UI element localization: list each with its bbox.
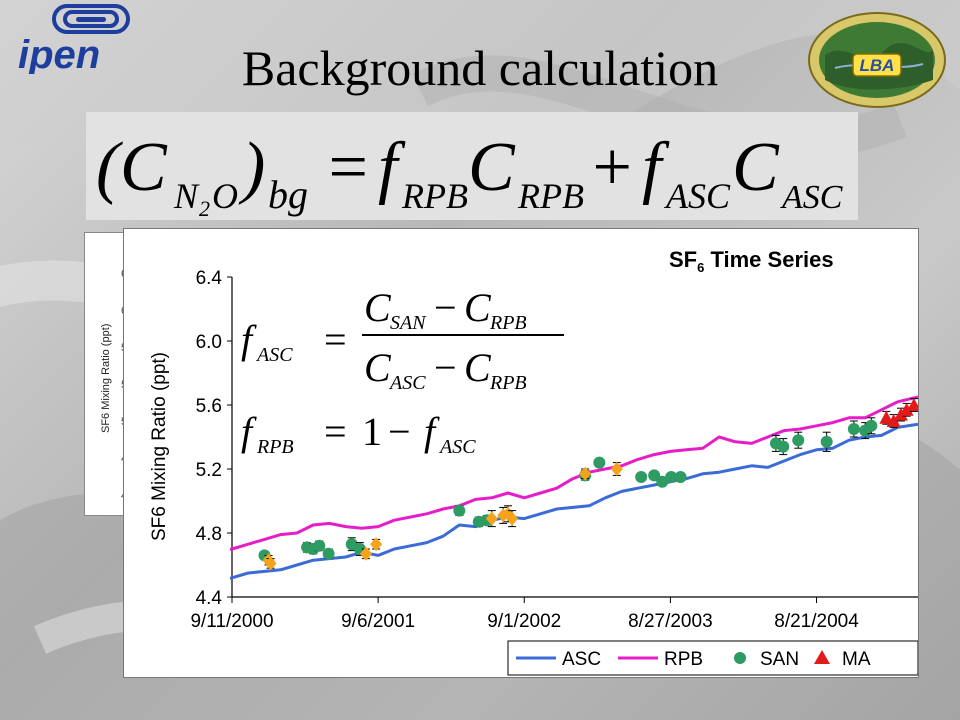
svg-text:−: − (434, 285, 457, 330)
point-san (674, 471, 687, 483)
svg-text:=: = (324, 129, 371, 206)
svg-text:ASC: ASC (438, 436, 476, 458)
point-alf (370, 537, 383, 552)
x-tick-label: 9/6/2001 (341, 611, 415, 632)
point-ma (886, 414, 901, 427)
svg-text:C: C (364, 345, 392, 390)
y-tick-label: 5.6 (196, 396, 222, 417)
svg-text:1: 1 (362, 409, 382, 454)
series-line-asc (230, 422, 918, 580)
sf6-time-series-chart: SF6 Time Series SF6 Mixing Ratio (ppt) 4… (149, 247, 918, 676)
svg-text:LBA: LBA (860, 56, 895, 75)
series-line-rpb (230, 395, 918, 551)
svg-text:): ) (238, 129, 265, 206)
point-ma (906, 398, 918, 411)
chart-series (230, 395, 918, 580)
legend-label-ma: MA (842, 649, 871, 670)
point-alf (264, 556, 277, 571)
f-asc-formula: f ASC = C SAN − C RPB C ASC − C RPB (241, 285, 564, 394)
slide-title: Background calculation (241, 40, 719, 96)
svg-text:2: 2 (199, 196, 210, 220)
point-san (665, 471, 678, 483)
svg-text:C: C (464, 345, 492, 390)
svg-text:RPB: RPB (489, 312, 527, 334)
x-tick-label: 9/1/2002 (487, 611, 561, 632)
point-san (593, 456, 606, 469)
svg-text:bg: bg (268, 172, 308, 217)
y-tick-label: 4.4 (196, 588, 223, 609)
svg-text:f: f (241, 317, 257, 362)
svg-text:−: − (388, 409, 411, 454)
svg-text:RPB: RPB (256, 436, 294, 458)
ipen-logo: ipen (18, 4, 130, 74)
point-san (777, 440, 790, 453)
chart-legend: ASC RPB SAN MA (507, 640, 918, 676)
svg-text:C: C (468, 129, 516, 206)
background-formula: ( C N 2 O ) bg = f RPB C RPB + f ASC C A… (86, 112, 858, 221)
plot-area (230, 395, 918, 580)
lba-logo: LBA (808, 12, 946, 108)
chart-title: SF6 Time Series (669, 247, 834, 275)
point-san (865, 419, 878, 432)
svg-text:ASC: ASC (780, 179, 843, 216)
x-tick-label: 9/11/2000 (190, 611, 273, 632)
y-tick-label: 6.0 (196, 332, 222, 353)
svg-text:ASC: ASC (255, 344, 293, 366)
svg-text:=: = (324, 409, 347, 454)
point-san (322, 547, 335, 560)
svg-text:(: ( (96, 129, 123, 206)
svg-text:C: C (732, 129, 780, 206)
point-san (847, 423, 860, 435)
point-san (656, 475, 669, 488)
y-tick-label: 5.2 (196, 460, 222, 481)
svg-text:C: C (364, 285, 392, 330)
legend-label-asc: ASC (562, 649, 601, 670)
svg-text:+: + (588, 129, 635, 206)
svg-text:f: f (424, 409, 440, 454)
x-tick-label: 8/27/2003 (628, 611, 713, 632)
svg-text:RPB: RPB (401, 176, 468, 216)
svg-text:−: − (434, 345, 457, 390)
svg-text:RPB: RPB (517, 176, 584, 216)
point-san (648, 469, 661, 482)
y-tick-label: 4.8 (196, 524, 222, 545)
svg-text:=: = (324, 317, 347, 362)
point-alf (359, 546, 372, 561)
svg-text:SF6 Time Series: SF6 Time Series (669, 247, 834, 275)
svg-text:RPB: RPB (489, 372, 527, 394)
point-ma (899, 402, 914, 416)
svg-text:f: f (241, 409, 257, 454)
legend-label-rpb: RPB (664, 649, 703, 670)
point-san (313, 539, 326, 552)
legend-swatch-ma (814, 650, 830, 664)
point-san (820, 435, 833, 448)
f-rpb-formula: f RPB = 1 − f ASC (241, 409, 476, 458)
back-chart-ylabel: SF6 Mixing Ratio (ppt) (100, 324, 112, 433)
svg-text:C: C (120, 129, 168, 206)
legend-box (507, 640, 918, 676)
legend-swatch-san (734, 652, 746, 664)
point-san (792, 434, 805, 447)
y-tick-label: 6.4 (196, 268, 223, 289)
svg-text:ASC: ASC (664, 176, 731, 216)
legend-label-san: SAN (760, 649, 799, 670)
svg-text:ipen: ipen (18, 33, 100, 74)
point-alf (579, 466, 592, 481)
sf6-chart-panel: SF6 Time Series SF6 Mixing Ratio (ppt) 4… (123, 228, 919, 678)
svg-text:SAN: SAN (390, 312, 427, 334)
svg-text:ASC: ASC (388, 372, 426, 394)
svg-text:N: N (173, 176, 200, 216)
point-san (635, 471, 648, 483)
point-san (453, 504, 466, 517)
svg-text:C: C (464, 285, 492, 330)
x-tick-label: 8/21/2004 (774, 611, 859, 632)
svg-text:O: O (212, 176, 238, 216)
y-axis-label: SF6 Mixing Ratio (ppt) (149, 352, 170, 541)
point-alf (610, 462, 623, 476)
point-ma (879, 410, 894, 424)
chart-axes: 4.4 4.8 5.2 5.6 6.0 6.4 9/11/2000 9/6/2001 9/1/2… (190, 268, 918, 632)
